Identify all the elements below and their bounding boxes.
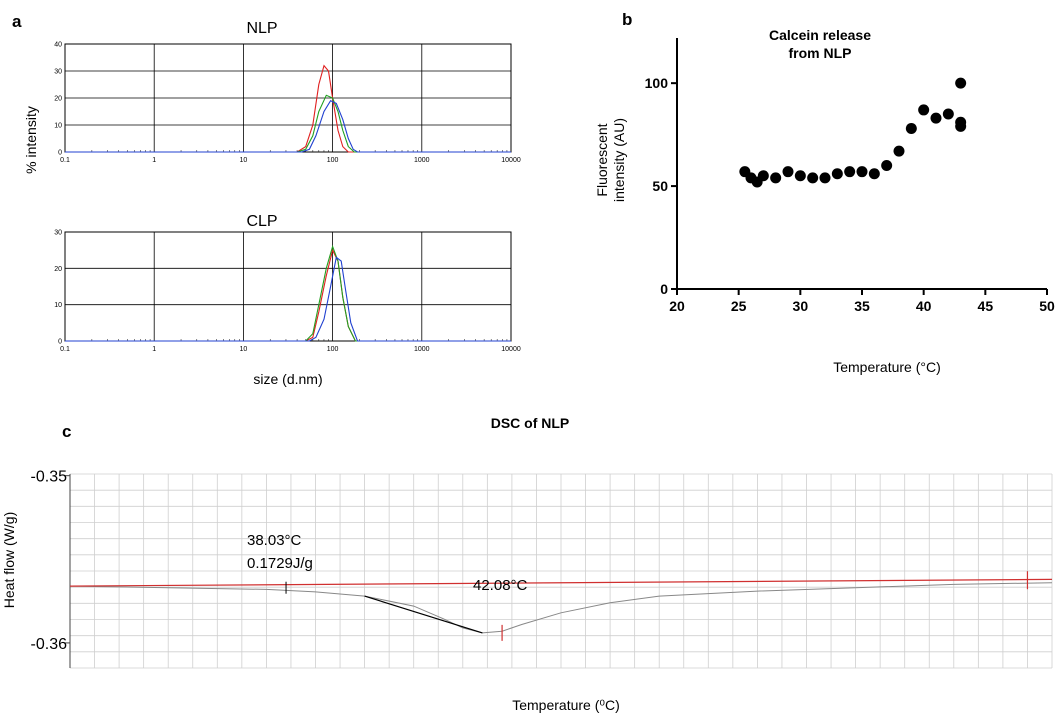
calcein-data-point — [757, 170, 769, 182]
clp-xtick-label: 0.1 — [60, 346, 70, 353]
calcein-xtick-label: 30 — [793, 298, 809, 314]
calcein-data-point — [807, 172, 819, 184]
calcein-data-point — [955, 77, 967, 89]
calcein-ylabel-line2: intensity (AU) — [611, 118, 627, 202]
nlp-xtick-label: 0.1 — [60, 157, 70, 164]
clp-series-line-1 — [65, 244, 511, 342]
panel-label-a: a — [12, 12, 22, 31]
calcein-data-point — [881, 160, 893, 171]
calcein-data-point — [918, 104, 930, 116]
nlp-xtick-label: 100 — [327, 157, 339, 164]
calcein-xtick-label: 20 — [669, 298, 685, 314]
dsc-annotation-enthalpy: 0.1729J/g — [247, 555, 313, 572]
calcein-xtick-label: 45 — [978, 298, 994, 314]
clp-series-line-0 — [65, 248, 511, 342]
nlp-ylabel: % intensity — [23, 106, 39, 174]
calcein-data-point — [955, 116, 967, 128]
nlp-series-line-2 — [65, 99, 511, 153]
calcein-data-point — [819, 172, 831, 184]
calcein-xtick-label: 25 — [731, 298, 747, 314]
nlp-ytick-label: 40 — [54, 42, 62, 49]
clp-xtick-label: 1 — [152, 346, 156, 353]
calcein-xtick-label: 40 — [916, 298, 932, 314]
calcein-data-point — [782, 166, 794, 178]
clp-xtick-label: 10 — [240, 346, 248, 353]
dsc-annotation-peak: 42.08°C — [473, 577, 528, 594]
calcein-xtick-label: 35 — [854, 298, 870, 314]
calcein-title-line2: from NLP — [789, 45, 852, 61]
dsc-ytick-label: -0.35 — [31, 469, 68, 486]
panel-label-c: c — [62, 422, 71, 441]
nlp-series-line-1 — [65, 94, 511, 153]
calcein-data-point — [930, 112, 942, 124]
nlp-xtick-label: 1 — [152, 157, 156, 164]
nlp-xtick-label: 10 — [240, 157, 248, 164]
nlp-ytick-label: 10 — [54, 123, 62, 130]
panel-label-b: b — [622, 10, 632, 29]
clp-xtick-label: 10000 — [501, 346, 521, 353]
clp-ytick-label: 30 — [54, 230, 62, 237]
calcein-data-point — [942, 108, 954, 120]
nlp-ytick-label: 0 — [58, 150, 62, 157]
nlp-xtick-label: 10000 — [501, 157, 521, 164]
dsc-annotation-onset: 38.03°C — [247, 532, 302, 549]
calcein-xlabel: Temperature (°C) — [833, 359, 941, 375]
calcein-ytick-label: 100 — [645, 75, 669, 91]
calcein-data-point — [831, 168, 843, 180]
nlp-xtick-label: 1000 — [414, 157, 430, 164]
calcein-xtick-label: 50 — [1039, 298, 1055, 314]
calcein-data-point — [893, 145, 905, 157]
nlp-ytick-label: 30 — [54, 69, 62, 76]
clp-series-line-2 — [65, 256, 511, 342]
calcein-data-point — [794, 170, 806, 182]
calcein-data-point — [905, 122, 917, 134]
calcein-ytick-label: 0 — [660, 281, 668, 297]
dsc-series-line-0 — [69, 582, 1053, 634]
dsc-ylabel: Heat flow (W/g) — [1, 512, 17, 608]
clp-xlabel: size (d.nm) — [253, 371, 322, 387]
clp-plot-frame — [64, 231, 512, 342]
nlp-series-line-0 — [65, 64, 511, 153]
dsc-title: DSC of NLP — [491, 415, 570, 431]
clp-ytick-label: 20 — [54, 266, 62, 273]
clp-ytick-label: 10 — [54, 302, 62, 309]
clp-xtick-label: 100 — [327, 346, 339, 353]
clp-ytick-label: 0 — [58, 339, 62, 346]
calcein-ytick-label: 50 — [652, 178, 668, 194]
clp-xtick-label: 1000 — [414, 346, 430, 353]
calcein-title-line1: Calcein release — [769, 27, 871, 43]
calcein-data-point — [868, 168, 880, 180]
dsc-ytick-label: -0.36 — [31, 636, 68, 653]
dsc-series-line-1 — [69, 578, 1053, 587]
dsc-series-line-2 — [364, 595, 483, 634]
dsc-xlabel: Temperature (⁰C) — [512, 697, 620, 713]
calcein-data-point — [844, 166, 856, 178]
nlp-title: NLP — [246, 20, 277, 37]
calcein-ylabel-line1: Fluorescent — [594, 123, 610, 196]
calcein-data-point — [770, 172, 782, 184]
calcein-data-point — [856, 166, 868, 178]
nlp-ytick-label: 20 — [54, 96, 62, 103]
clp-title: CLP — [246, 213, 277, 230]
